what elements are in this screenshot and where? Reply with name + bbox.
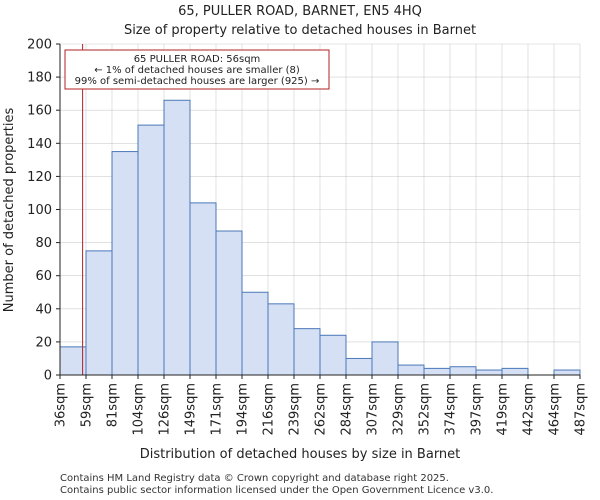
x-tick-label: 374sqm xyxy=(444,383,459,436)
chart-title-line-2: Size of property relative to detached ho… xyxy=(124,23,476,38)
x-axis-label: Distribution of detached houses by size … xyxy=(140,447,461,462)
y-tick-label: 40 xyxy=(35,302,52,317)
bar xyxy=(553,369,581,376)
y-tick-labels: 0 20 40 60 80 100 120 140 160 180 200 xyxy=(27,38,60,384)
bar xyxy=(241,291,269,376)
x-tick-label: 307sqm xyxy=(366,383,381,436)
bar xyxy=(215,230,243,376)
bar xyxy=(475,369,503,376)
annotation-line-1: 65 PULLER ROAD: 56sqm xyxy=(134,54,261,65)
x-tick-label: 104sqm xyxy=(132,383,147,436)
y-axis-label: Number of detached properties xyxy=(2,108,17,313)
annotation-frame xyxy=(64,49,330,90)
bar xyxy=(397,364,425,376)
bar xyxy=(85,250,113,376)
x-tick-labels: 36sqm 59sqm 81sqm 104sqm 126sqm 149sqm 171sqm 1… xyxy=(54,375,589,436)
bar xyxy=(293,328,321,376)
x-tick-label: 352sqm xyxy=(418,383,433,436)
y-tick-label: 120 xyxy=(27,170,52,185)
bar xyxy=(137,124,165,376)
y-tick-label: 180 xyxy=(27,71,52,86)
bar xyxy=(111,151,139,376)
bar xyxy=(319,334,347,376)
y-tick-label: 80 xyxy=(35,236,52,251)
x-tick-label: 284sqm xyxy=(340,383,355,436)
x-tick-label: 194sqm xyxy=(236,383,251,436)
x-tick-label: 81sqm xyxy=(106,383,121,427)
x-tick-label: 419sqm xyxy=(496,383,511,436)
x-tick-label: 36sqm xyxy=(54,383,69,427)
bar xyxy=(449,366,477,376)
bar xyxy=(189,202,217,376)
chart-title-line-1: 65, PULLER ROAD, BARNET, EN5 4HQ xyxy=(178,4,422,19)
bar xyxy=(59,346,87,376)
bars xyxy=(59,99,581,376)
annotation-box: 65 PULLER ROAD: 56sqm ← 1% of detached h… xyxy=(64,49,330,90)
bar xyxy=(267,303,295,376)
y-tick-label: 140 xyxy=(27,137,52,152)
bar xyxy=(371,341,399,376)
x-tick-label: 464sqm xyxy=(548,383,563,436)
y-tick-label: 60 xyxy=(35,269,52,284)
bar xyxy=(345,357,373,376)
x-tick-label: 216sqm xyxy=(262,383,277,436)
y-tick-label: 100 xyxy=(27,203,52,218)
bar xyxy=(163,99,191,376)
x-tick-label: 397sqm xyxy=(470,383,485,436)
x-tick-label: 329sqm xyxy=(392,383,407,436)
y-tick-label: 200 xyxy=(27,38,52,53)
x-tick-label: 487sqm xyxy=(574,383,589,436)
y-tick-label: 0 xyxy=(44,369,52,384)
x-tick-label: 442sqm xyxy=(522,383,537,436)
x-tick-label: 262sqm xyxy=(314,383,329,436)
footer-line-2: Contains public sector information licen… xyxy=(60,485,494,496)
x-tick-label: 171sqm xyxy=(210,383,225,436)
x-tick-label: 59sqm xyxy=(80,383,95,427)
x-tick-label: 126sqm xyxy=(158,383,173,436)
annotation-line-2: ← 1% of detached houses are smaller (8) xyxy=(94,65,300,76)
annotation-line-3: 99% of semi-detached houses are larger (… xyxy=(75,76,320,87)
y-tick-label: 160 xyxy=(27,104,52,119)
x-tick-label: 239sqm xyxy=(288,383,303,436)
x-tick-label: 149sqm xyxy=(184,383,199,436)
footer-line-1: Contains HM Land Registry data © Crown c… xyxy=(60,473,449,484)
bar xyxy=(501,367,529,376)
bar xyxy=(423,367,451,376)
y-tick-label: 20 xyxy=(35,335,52,350)
